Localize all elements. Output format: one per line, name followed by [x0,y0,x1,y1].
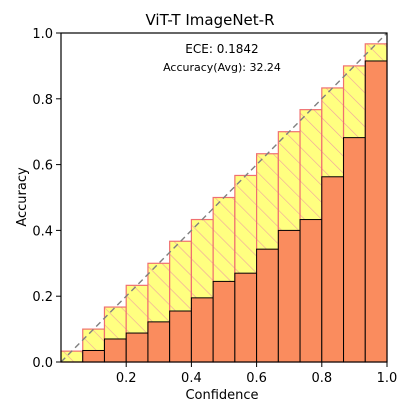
gap-bar-hatch [60,350,84,363]
x-tick-label: 0.6 [246,371,267,386]
x-tick-label: 0.2 [116,371,137,386]
accuracy-bar [190,297,214,363]
accuracy-bar [147,321,171,363]
accuracy-bar [256,248,279,363]
y-tick-label: 1.0 [32,27,53,42]
y-tick-label: 0.6 [32,159,53,174]
y-tick-label: 0.0 [32,356,53,371]
x-axis-ticks: 0.2 0.4 0.6 0.8 1.0 [116,362,397,386]
accuracy-bar [343,137,366,363]
y-tick-label: 0.2 [32,290,53,305]
y-axis-ticks: 0.0 0.2 0.4 0.6 0.8 1.0 [32,27,61,371]
plot-frame [60,32,388,363]
perfect-calibration-line [60,32,388,363]
accuracy-bar [212,280,236,363]
x-tick-label: 0.8 [311,371,332,386]
y-axis-label: Accuracy [15,167,30,227]
accuracy-bar [169,310,192,363]
x-tick-label: 1.0 [377,371,398,386]
accuracy-bar [321,176,345,363]
avg-accuracy-annotation: Accuracy(Avg): 32.24 [163,61,281,74]
accuracy-bar [364,60,388,363]
accuracy-bar [299,219,323,363]
accuracy-bar [234,272,258,363]
accuracy-bar [125,332,149,363]
chart-title: ViT-T ImageNet-R [146,11,275,29]
y-tick-label: 0.4 [32,224,53,239]
x-axis-label: Confidence [185,388,258,403]
accuracy-bar [82,349,105,363]
accuracy-bar [103,338,127,363]
y-tick-label: 0.8 [32,93,53,108]
ece-annotation: ECE: 0.1842 [185,42,258,56]
accuracy-bars [82,60,388,363]
accuracy-bar [277,229,301,363]
x-tick-label: 0.4 [181,371,202,386]
